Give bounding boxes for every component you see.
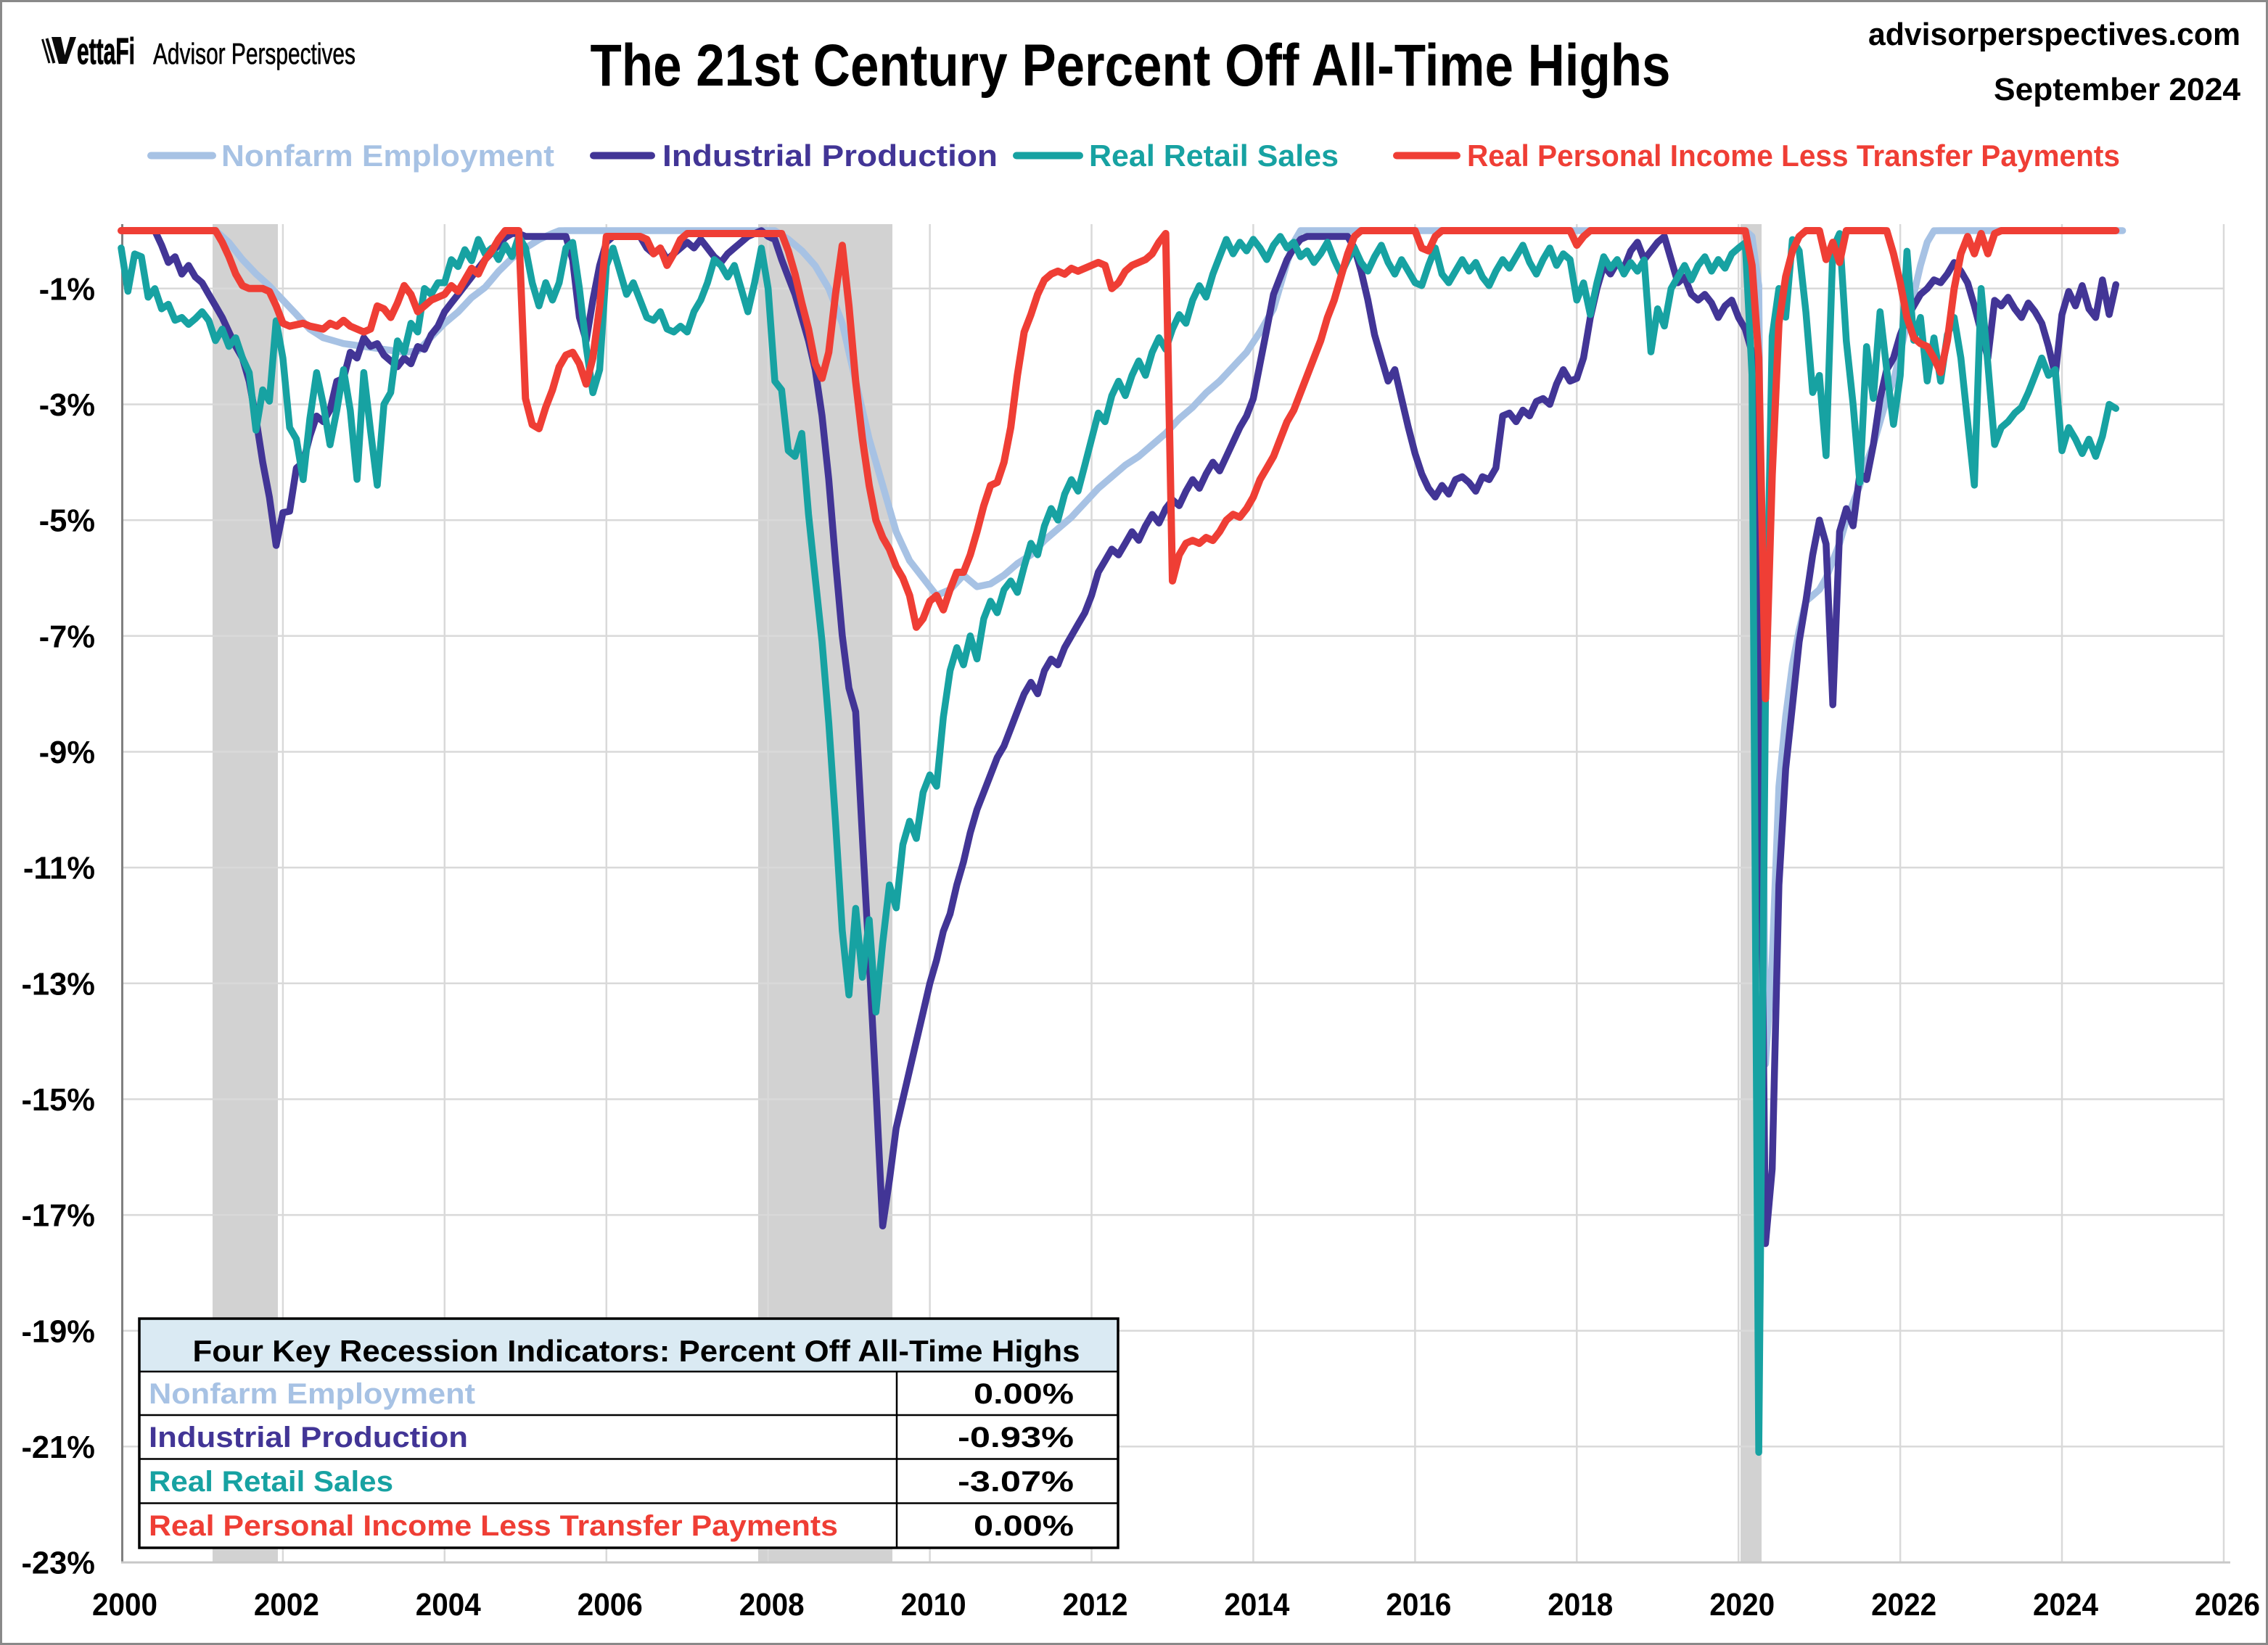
svg-text:-3.07%: -3.07% [958,1466,1074,1498]
svg-text:2004: 2004 [416,1588,481,1623]
svg-text:Four Key Recession Indicators:: Four Key Recession Indicators: Percent O… [193,1334,1080,1368]
svg-text:0.00%: 0.00% [974,1510,1074,1542]
svg-text:2024: 2024 [2033,1588,2098,1623]
svg-text:-9%: -9% [39,735,95,770]
svg-text:2002: 2002 [254,1588,319,1623]
svg-text:2014: 2014 [1224,1588,1289,1623]
svg-text:-1%: -1% [39,272,95,307]
svg-text:ettaFi: ettaFi [77,30,135,72]
svg-text:Real Personal Income Less Tran: Real Personal Income Less Transfer Payme… [149,1510,838,1542]
svg-text:Nonfarm Employment: Nonfarm Employment [221,139,554,173]
svg-text:Real Personal Income Less Tran: Real Personal Income Less Transfer Payme… [1467,139,2120,173]
svg-text:2020: 2020 [1709,1588,1775,1623]
svg-text:-21%: -21% [21,1430,95,1465]
svg-text:-23%: -23% [21,1546,95,1581]
svg-text:-0.93%: -0.93% [958,1422,1074,1454]
svg-text:Industrial Production: Industrial Production [662,139,998,173]
svg-text:advisorperspectives.com: advisorperspectives.com [1868,17,2240,52]
svg-text:-11%: -11% [23,852,95,886]
svg-text:2008: 2008 [739,1588,805,1623]
svg-text:2022: 2022 [1871,1588,1936,1623]
svg-text:0.00%: 0.00% [974,1378,1074,1410]
svg-text:Real Retail Sales: Real Retail Sales [149,1466,393,1498]
svg-text:2026: 2026 [2195,1588,2260,1623]
svg-text:Advisor Perspectives: Advisor Perspectives [153,37,356,70]
svg-text:Nonfarm Employment: Nonfarm Employment [149,1378,475,1410]
svg-text:Industrial Production: Industrial Production [149,1422,468,1454]
svg-text:-13%: -13% [21,967,95,1002]
svg-text:2010: 2010 [901,1588,966,1623]
svg-text:Real Retail Sales: Real Retail Sales [1089,139,1339,173]
svg-text:-5%: -5% [39,504,95,539]
svg-text:-7%: -7% [39,619,95,654]
svg-text:2018: 2018 [1548,1588,1613,1623]
svg-text:-17%: -17% [21,1199,95,1234]
svg-text:-15%: -15% [21,1083,95,1118]
svg-text:2012: 2012 [1063,1588,1128,1623]
svg-text:September 2024: September 2024 [1994,73,2240,107]
svg-text:The 21st Century Percent Off A: The 21st Century Percent Off All-Time Hi… [591,33,1671,99]
svg-text:-3%: -3% [39,388,95,423]
svg-text:-19%: -19% [21,1314,95,1349]
svg-text:2016: 2016 [1386,1588,1451,1623]
svg-text:2000: 2000 [92,1588,157,1623]
svg-text:2006: 2006 [578,1588,643,1623]
